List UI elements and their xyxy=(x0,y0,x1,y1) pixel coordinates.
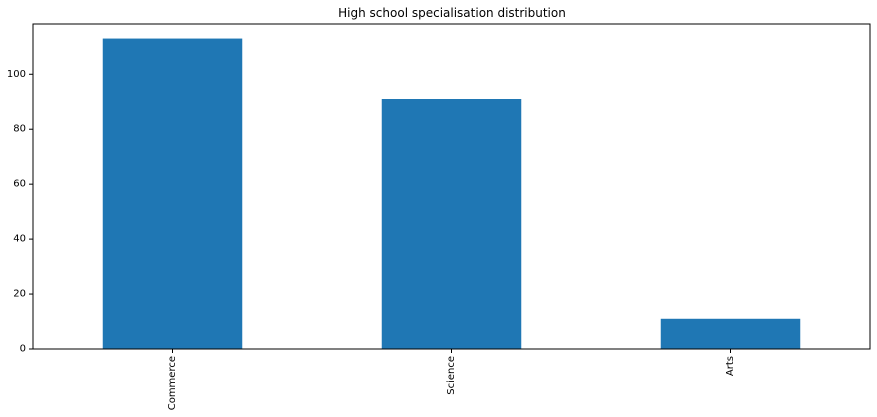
y-tick-label-60: 60 xyxy=(13,179,26,190)
x-tick-label-science: Science xyxy=(446,356,457,395)
bar-science xyxy=(381,99,522,349)
bar-commerce xyxy=(102,38,243,350)
plot-frame xyxy=(32,23,871,350)
x-tick-label-commerce: Commerce xyxy=(167,356,178,410)
y-tick-label-40: 40 xyxy=(13,234,26,245)
bar-arts xyxy=(660,318,801,349)
y-tick-label-0: 0 xyxy=(20,344,26,355)
x-tick-label-arts: Arts xyxy=(725,356,736,376)
plot-area: Commerce Science Arts 0 20 40 60 80 100 xyxy=(7,23,871,410)
y-tick-label-80: 80 xyxy=(13,124,26,135)
y-tick-label-20: 20 xyxy=(13,289,26,300)
y-tick-label-100: 100 xyxy=(7,69,26,80)
chart-title: High school specialisation distribution xyxy=(338,6,566,20)
